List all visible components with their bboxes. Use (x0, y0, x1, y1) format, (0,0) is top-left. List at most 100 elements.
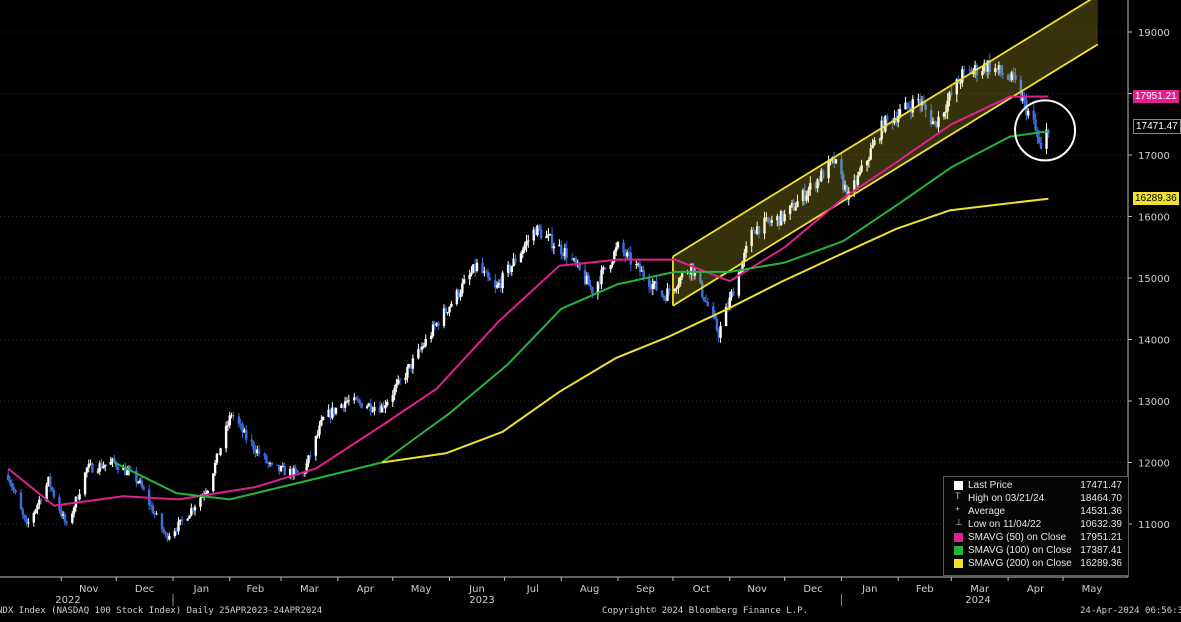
x-tick-label: Feb (247, 584, 265, 595)
candle-body (832, 157, 836, 164)
candle-body (994, 68, 997, 72)
candle-body (986, 60, 990, 72)
candle-body (959, 82, 962, 84)
candle-body (279, 466, 283, 472)
candle-body (713, 314, 717, 319)
instrument-label: NDX Index (NASDAQ 100 Stock Index) Daily… (0, 606, 323, 616)
candle-body (232, 415, 235, 417)
candle-body (290, 468, 294, 477)
y-tick-label: 16000 (1138, 213, 1170, 224)
candle-body (931, 121, 935, 125)
candle-body (865, 161, 869, 166)
candle-body (281, 466, 285, 468)
candle-body (87, 464, 90, 468)
candle-body (677, 284, 680, 289)
candle-body (72, 507, 76, 514)
price-candles (6, 53, 1050, 542)
candle-body (420, 346, 424, 350)
candle-body (922, 101, 926, 105)
candle-body (179, 519, 182, 522)
candle-body (215, 453, 219, 463)
candle-body (444, 308, 448, 313)
candle-body (85, 467, 89, 473)
candle-body (788, 205, 792, 215)
candle-body (367, 403, 371, 407)
candle-body (970, 69, 973, 74)
candle-body (898, 109, 902, 116)
candle-body (935, 121, 938, 128)
candle-body (840, 159, 843, 175)
candle-body (149, 504, 153, 506)
candle-body (777, 216, 781, 226)
candle-body (164, 532, 167, 534)
candle-body (340, 404, 343, 409)
candle-body (395, 383, 398, 388)
candle-body (724, 306, 728, 327)
candle-body (442, 308, 446, 326)
candle-body (140, 480, 144, 488)
x-tick-label: Jan (861, 584, 877, 595)
candle-body (497, 282, 501, 286)
candle-body (827, 161, 830, 179)
candle-body (598, 281, 601, 285)
candle-body (814, 183, 817, 189)
candle-body (794, 207, 797, 211)
candle-body (166, 533, 169, 540)
candle-body (690, 263, 693, 275)
candle-body (162, 529, 166, 533)
legend-glyph-icon: T (955, 491, 961, 501)
legend-swatch (954, 533, 963, 542)
y-tick-label: 11000 (1138, 520, 1170, 531)
candle-body (39, 499, 43, 501)
candle-body (741, 261, 744, 272)
candle-body (481, 262, 484, 273)
candle-body (63, 514, 67, 523)
candle-body (856, 175, 860, 185)
x-tick-label: Dec (135, 584, 154, 595)
candle-body (512, 258, 515, 267)
candle-body (549, 234, 552, 236)
candle-body (706, 301, 709, 307)
candle-body (358, 400, 361, 403)
candle-body (750, 229, 753, 246)
candle-body (712, 306, 715, 315)
candle-body (237, 416, 241, 424)
candle-body (314, 436, 318, 456)
candle-body (332, 407, 336, 414)
candle-body (636, 263, 640, 265)
candle-body (508, 264, 512, 272)
candle-body (809, 183, 812, 190)
candle-body (1012, 72, 1015, 76)
candle-body (450, 303, 453, 307)
candle-body (32, 512, 36, 523)
candle-body (995, 68, 999, 70)
candle-body (437, 323, 440, 326)
candle-body (457, 290, 460, 298)
candle-body (371, 410, 374, 412)
candle-body (550, 234, 554, 249)
legend-row: SMAVG (200) on Close 16289.36 (948, 558, 1124, 570)
candle-body (701, 282, 704, 298)
candle-body (217, 453, 220, 456)
candle-body (572, 258, 576, 260)
candle-body (860, 165, 863, 172)
candle-body (321, 416, 325, 420)
candle-body (525, 241, 528, 246)
candle-body (483, 271, 486, 273)
legend-label: SMAVG (100) on Close (968, 545, 1072, 556)
candle-body (871, 144, 874, 149)
candle-body (384, 405, 387, 409)
candle-body (226, 425, 230, 427)
candle-body (382, 405, 385, 409)
candle-body (805, 195, 808, 201)
legend-value: 17387.41 (1080, 545, 1122, 556)
x-tick-label: Aug (580, 584, 600, 595)
candle-body (398, 379, 402, 381)
candle-body (691, 263, 695, 276)
candle-body (539, 229, 543, 239)
legend-label: High on 03/21/24 (968, 493, 1045, 504)
candle-body (834, 159, 838, 164)
x-year-label: 2023 (469, 595, 494, 606)
candle-body (649, 286, 653, 290)
candle-body (981, 70, 984, 76)
